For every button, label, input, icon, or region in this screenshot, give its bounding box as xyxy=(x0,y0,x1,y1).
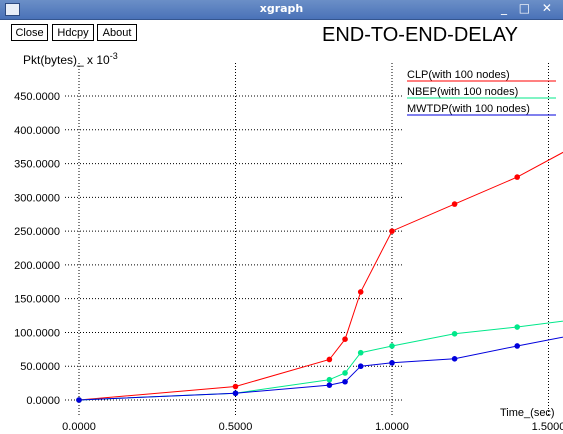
window-menu-icon[interactable] xyxy=(5,3,20,16)
window-controls[interactable]: _ □ ✕ xyxy=(500,1,556,15)
x-tick-label: 1.0000 xyxy=(375,421,409,433)
title-bar[interactable]: xgraph _ □ ✕ xyxy=(0,0,563,20)
y-tick-label: 350.0000 xyxy=(14,159,60,171)
data-point xyxy=(232,390,239,397)
data-point xyxy=(342,336,348,343)
y-tick-label: 100.0000 xyxy=(14,327,60,339)
y-tick-label: 250.0000 xyxy=(14,226,60,238)
data-point xyxy=(76,397,82,403)
data-point xyxy=(451,331,458,337)
hdcpy-button[interactable]: Hdcpy xyxy=(52,24,94,41)
legend-label: NBEP(with 100 nodes) xyxy=(407,86,518,98)
series-line xyxy=(78,151,563,401)
about-button[interactable]: About xyxy=(97,24,137,41)
grid xyxy=(65,63,549,416)
y-tick-label: 400.0000 xyxy=(14,125,60,137)
legend-label: MWTDP(with 100 nodes) xyxy=(407,103,530,115)
series-0 xyxy=(76,151,563,403)
series-line xyxy=(78,336,563,401)
series-line xyxy=(78,320,563,401)
y-tick-label: 200.0000 xyxy=(14,260,60,272)
data-point xyxy=(342,378,348,385)
data-point xyxy=(326,382,333,388)
x-axis-label: Time_(sec) xyxy=(500,407,555,419)
data-point xyxy=(357,289,364,295)
data-point xyxy=(357,349,364,356)
series-1 xyxy=(76,320,563,403)
x-tick-label: 0.5000 xyxy=(219,421,253,433)
y-axis-label-exponent: -3 xyxy=(109,51,118,61)
series-2 xyxy=(76,336,563,403)
y-tick-label: 0.0000 xyxy=(26,395,60,407)
data-point xyxy=(389,360,395,366)
x-tick-label: 0.0000 xyxy=(62,421,96,433)
y-tick-label: 300.0000 xyxy=(14,192,60,204)
data-point xyxy=(326,376,333,383)
y-tick-label: 150.0000 xyxy=(14,294,60,306)
data-point xyxy=(389,343,395,349)
legend: CLP(with 100 nodes) NBEP(with 100 nodes) M… xyxy=(407,69,556,116)
y-axis-label-text: Pkt(bytes)_ x 10 xyxy=(23,53,110,67)
y-tick-label: 50.0000 xyxy=(20,361,60,373)
data-point xyxy=(342,370,348,376)
y-tick-labels: 0.0000 50.0000 100.0000 150.0000 200.0000 250… xyxy=(14,91,60,407)
y-axis-label: Pkt(bytes)_ x 10-3 xyxy=(23,51,118,67)
data-point xyxy=(389,228,395,234)
data-point xyxy=(514,174,520,180)
y-tick-label: 450.0000 xyxy=(14,91,60,103)
data-point xyxy=(451,355,458,362)
data-point xyxy=(232,383,239,390)
data-point xyxy=(357,363,364,370)
data-point xyxy=(514,343,520,349)
data-point xyxy=(451,201,458,207)
data-point xyxy=(326,356,333,363)
data-point xyxy=(514,324,520,330)
legend-label: CLP(with 100 nodes) xyxy=(407,69,510,81)
close-button[interactable]: Close xyxy=(11,24,48,41)
x-tick-label: 1.5000 xyxy=(532,421,563,433)
window-title: xgraph xyxy=(259,2,304,15)
plot-title: END-TO-END-DELAY xyxy=(322,24,518,46)
series-layer xyxy=(76,151,563,403)
